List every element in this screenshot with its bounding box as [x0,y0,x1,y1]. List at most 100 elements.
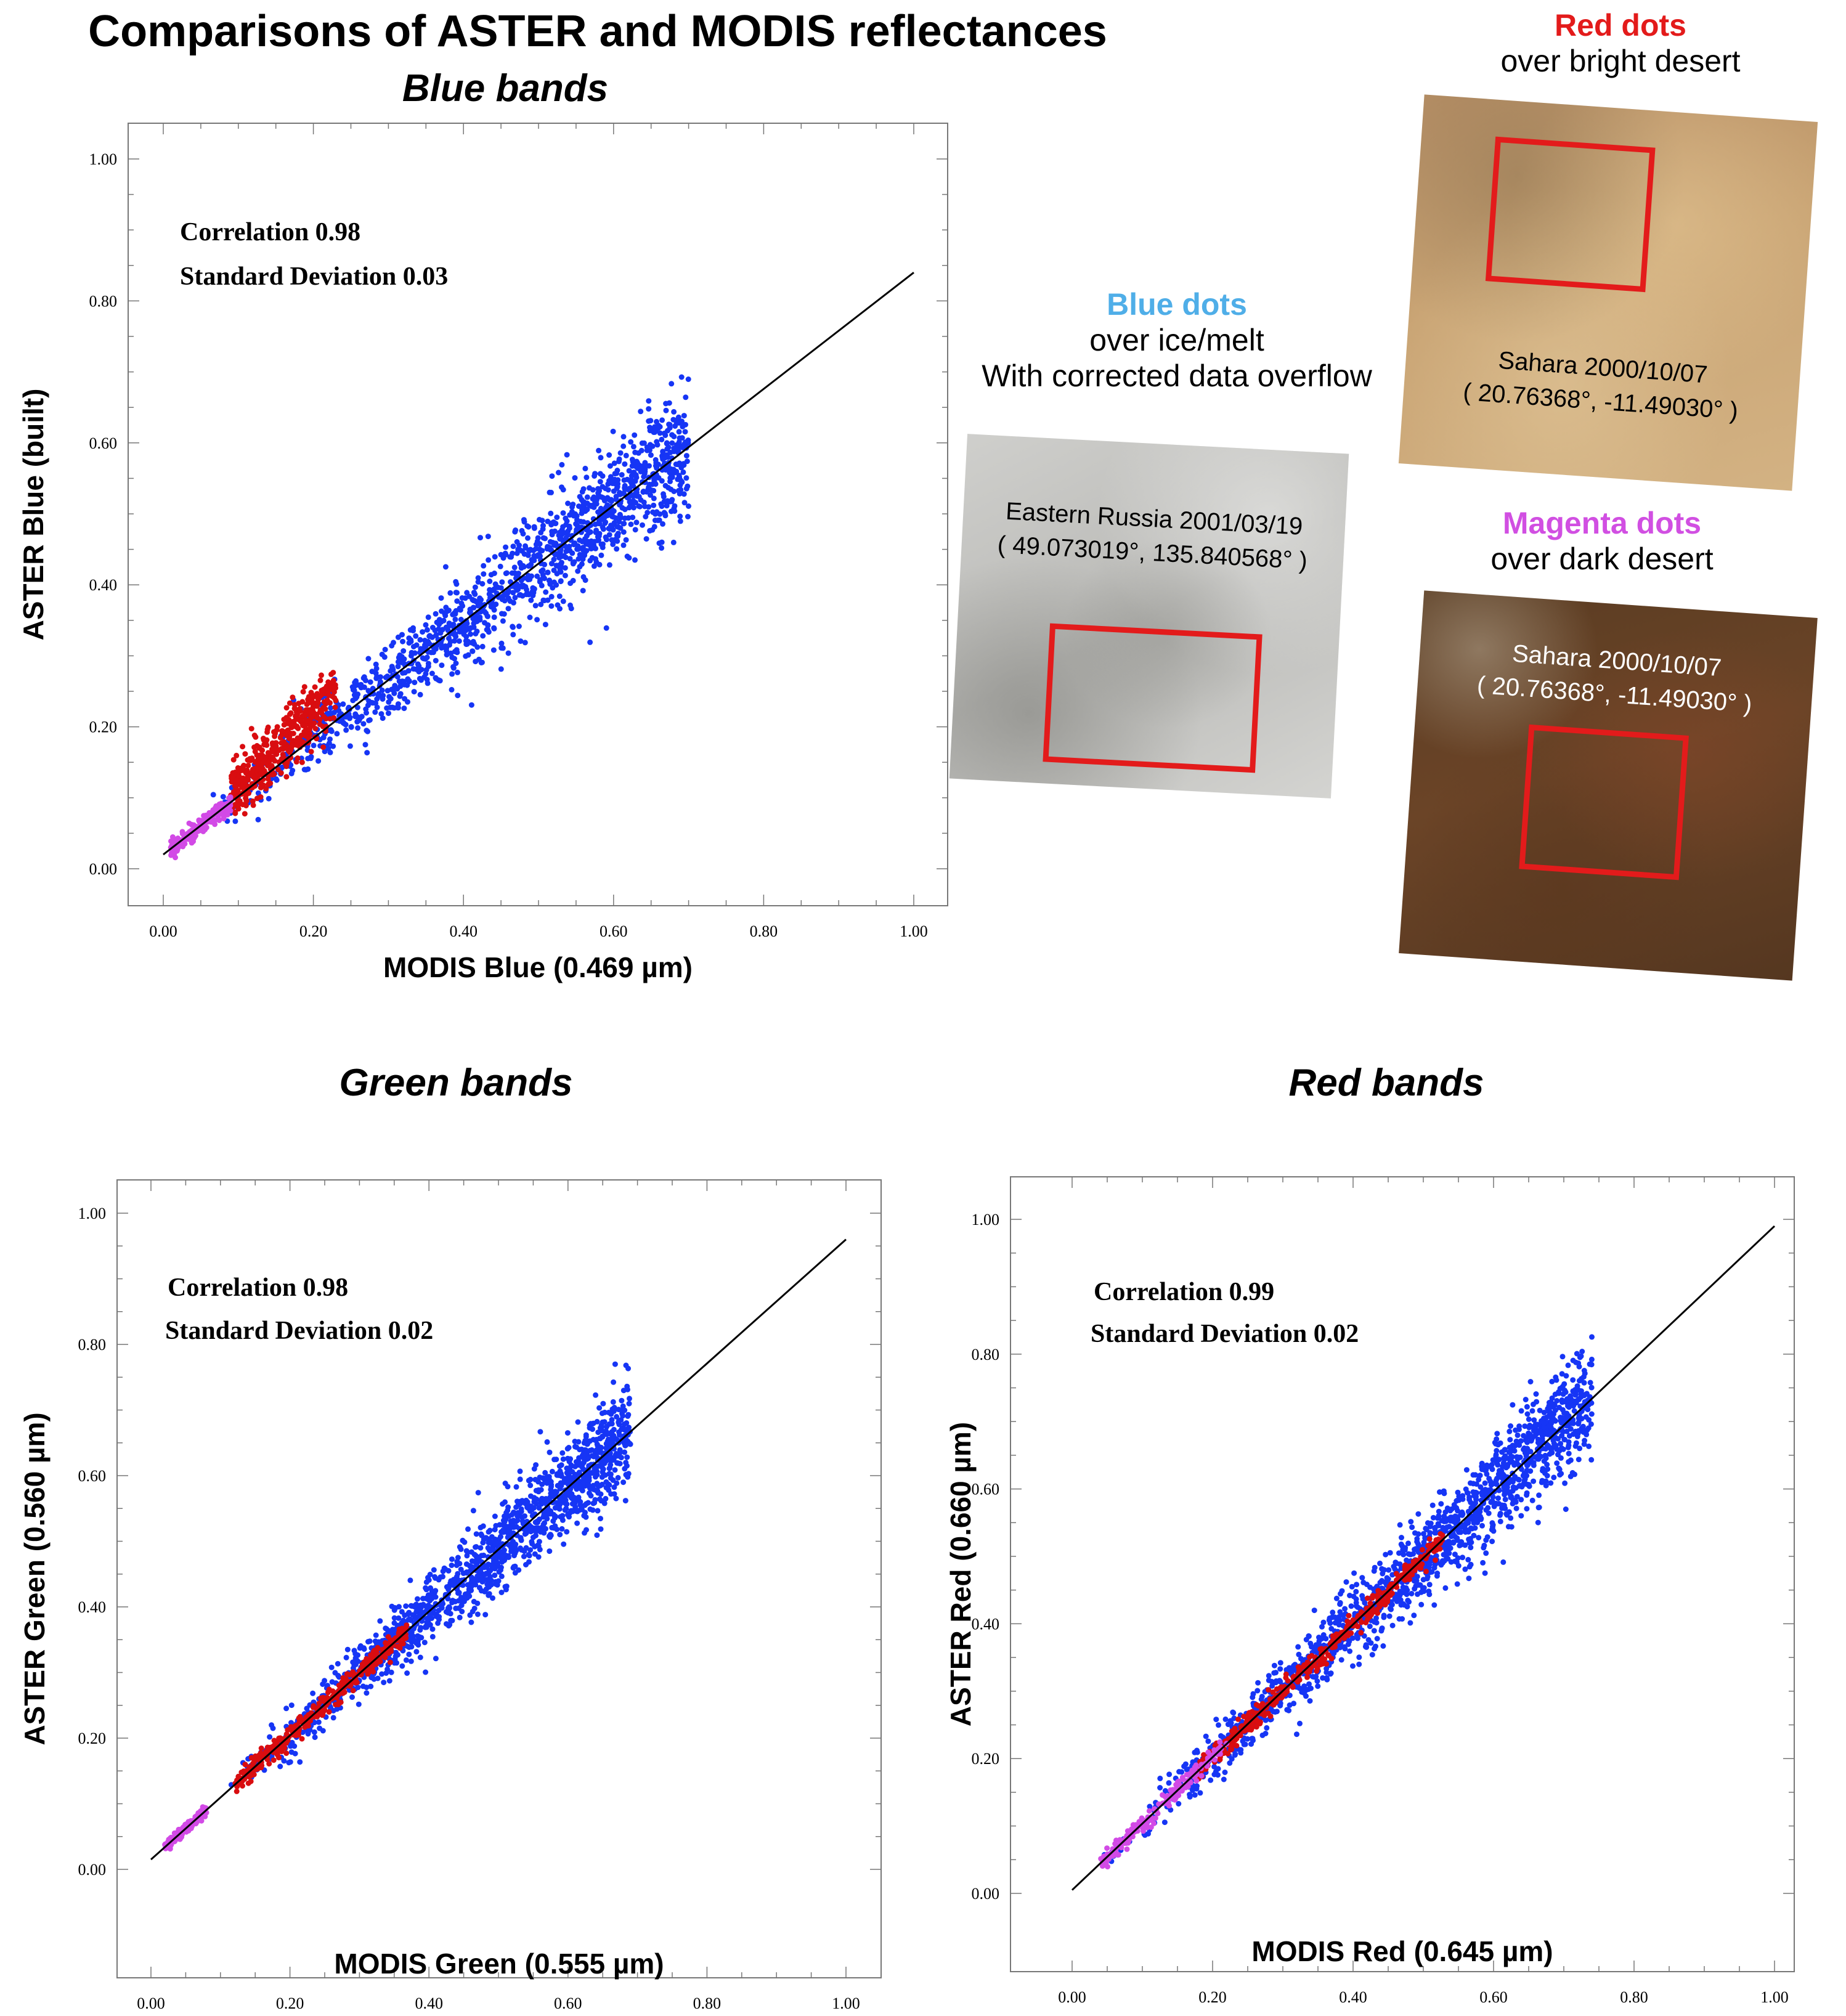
scatter-point [400,670,406,676]
scatter-point [657,430,663,436]
scatter-point [678,374,685,380]
scatter-point [583,474,590,481]
scatter-point [477,595,483,601]
scatter-point [577,494,583,500]
scatter-point [532,1476,539,1482]
scatter-point [567,556,573,562]
scatter-point [479,1577,485,1583]
scatter-point [429,670,435,677]
scatter-point [558,1497,563,1503]
x-tick-label: 0.40 [449,922,478,940]
scatter-point [641,462,648,468]
scatter-point [603,1455,609,1461]
scatter-point [1396,1616,1402,1622]
scatter-point [602,513,608,519]
scatter-point [620,1479,627,1486]
x-tick-label: 0.40 [1339,1988,1367,2006]
scatter-point [269,1722,275,1728]
scatter-point [283,1705,290,1712]
scatter-point [675,447,681,453]
scatter-point [480,633,486,639]
scatter-point [399,632,405,638]
scatter-point [584,494,590,500]
scatter-point [328,705,334,711]
scatter-point [415,1596,420,1602]
scatter-point [453,608,459,614]
x-tick-label: 0.20 [1198,1988,1227,2006]
scatter-point [680,423,686,429]
scatter-point [457,628,463,635]
scatter-point [622,506,628,513]
scatter-point [356,1701,362,1707]
scatter-point [1343,1579,1349,1585]
scatter-point [316,1701,322,1706]
scatter-point [423,622,429,628]
scatter-point [570,577,576,583]
scatter-point [343,714,349,720]
series-ice-melt [228,1361,633,1788]
scatter-point [1516,1442,1523,1448]
scatter-point [598,1526,604,1532]
scatter-point [612,1467,618,1473]
scatter-point [483,1586,489,1592]
scatter-point [415,661,421,667]
scatter-point [494,1540,499,1546]
scatter-point [326,1709,332,1715]
scatter-point [622,461,628,467]
scatter-point [364,710,369,716]
scatter-point [530,593,536,598]
scatter-point [672,469,678,476]
scatter-point [397,1645,403,1651]
scatter-point [436,1614,442,1620]
scatter-point [473,1531,479,1537]
scatter-point [352,680,358,686]
scatter-point [1588,1411,1595,1417]
scatter-point [365,656,372,662]
scatter-point [464,1570,470,1576]
scatter-point [592,1500,598,1506]
scatter-point [559,1513,566,1519]
scatter-point [288,731,295,736]
scatter-point [580,486,587,492]
scatter-point [393,1649,399,1656]
scatter-point [548,1484,554,1490]
scatter-point [1221,1776,1227,1782]
scatter-point [588,1421,594,1427]
scatter-point [288,1726,295,1732]
scatter-point [327,749,333,755]
scatter-point [542,535,548,542]
scatter-point [305,1729,311,1735]
scatter-point [173,855,178,861]
scatter-point [579,507,585,513]
scatter-point [619,472,625,478]
scatter-point [453,579,459,585]
scatter-point [603,1431,609,1437]
scatter-point [429,1595,435,1601]
scatter-point [281,1758,287,1764]
scatter-point [1526,1416,1532,1422]
scatter-point [438,595,444,601]
scatter-point [317,1725,323,1731]
scatter-point [616,524,622,530]
scatter-point [465,1526,471,1532]
scatter-point [582,465,588,471]
scatter-point [575,568,581,574]
scatter-point [221,816,227,822]
scatter-point [539,582,545,588]
scatter-point [533,1529,539,1535]
scatter-point [458,617,464,622]
scatter-point [381,654,388,660]
scatter-point [444,1621,449,1627]
scatter-point [498,666,504,672]
scatter-point [395,659,401,665]
scatter-point [306,1723,311,1729]
scatter-point [421,1640,428,1646]
scatter-point [551,1457,558,1463]
scatter-point [461,1539,468,1545]
scatter-point [537,1429,543,1435]
scatter-point [417,636,423,643]
scatter-point [569,1491,575,1497]
scatter-point [517,1468,523,1474]
scatter-point [646,406,652,412]
x-tick-label: 0.00 [1058,1988,1086,2006]
